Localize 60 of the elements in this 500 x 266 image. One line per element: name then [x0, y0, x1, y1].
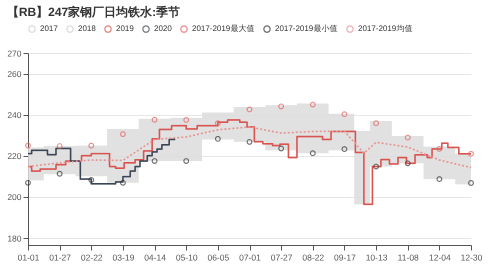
point — [436, 176, 442, 182]
point — [25, 180, 31, 186]
point — [56, 170, 63, 177]
y-tick-label: 270 — [7, 48, 22, 58]
point — [152, 158, 158, 164]
chart-title: 【RB】247家钢厂日均铁水:季节 — [6, 5, 180, 19]
point — [152, 116, 158, 123]
legend-label: 2017-2019最小值 — [275, 24, 338, 34]
x-tick-label: 10-13 — [366, 252, 388, 262]
y-tick-label: 180 — [7, 233, 22, 244]
x-tick-label: 01-27 — [49, 252, 72, 262]
line-series — [27, 126, 472, 168]
point — [310, 102, 316, 108]
point — [341, 111, 348, 118]
point — [373, 120, 380, 126]
point — [436, 146, 442, 152]
point — [341, 146, 348, 152]
legend-label: 2019 — [116, 24, 134, 34]
legend-label: 2017-2019均值 — [358, 24, 412, 34]
point — [25, 142, 31, 149]
x-tick-label: 12-30 — [460, 252, 483, 262]
point — [246, 106, 252, 112]
x-tick-label: 07-27 — [270, 252, 293, 262]
point — [278, 103, 284, 110]
point — [120, 180, 126, 186]
point — [183, 158, 190, 164]
x-tick-label: 02-22 — [80, 252, 103, 262]
point — [468, 180, 474, 186]
x-tick-label: 08-22 — [302, 252, 324, 262]
x-tick-label: 11-08 — [398, 252, 420, 262]
point — [246, 138, 252, 145]
y-tick-label: 240 — [7, 110, 22, 120]
point — [56, 143, 63, 149]
point — [120, 131, 126, 138]
point — [373, 164, 380, 170]
x-tick-label: 03-19 — [112, 252, 135, 262]
y-tick-label: 260 — [7, 69, 22, 80]
x-tick-label: 04-14 — [144, 252, 166, 262]
x-tick-label: 12-04 — [428, 252, 451, 262]
y-tick-label: 200 — [7, 192, 22, 202]
point — [88, 176, 94, 183]
point — [468, 150, 474, 157]
y-tick-label: 220 — [7, 151, 22, 162]
point — [88, 142, 94, 149]
point — [214, 120, 221, 126]
x-tick-label: 06-05 — [207, 252, 230, 262]
point — [404, 134, 411, 141]
point — [214, 136, 221, 142]
legend-label: 2017 — [40, 24, 58, 34]
x-tick-label: 07-01 — [239, 252, 262, 262]
legend-label: 2018 — [78, 24, 96, 34]
x-tick-label: 01-01 — [18, 252, 40, 262]
point — [310, 150, 316, 156]
legend-label: 2017-2019最大值 — [192, 24, 254, 34]
point — [183, 117, 190, 123]
legend-label: 2020 — [154, 24, 172, 34]
point — [404, 160, 411, 166]
x-tick-label: 05-10 — [176, 252, 198, 262]
point — [278, 146, 284, 152]
x-tick-label: 09-17 — [334, 252, 356, 262]
